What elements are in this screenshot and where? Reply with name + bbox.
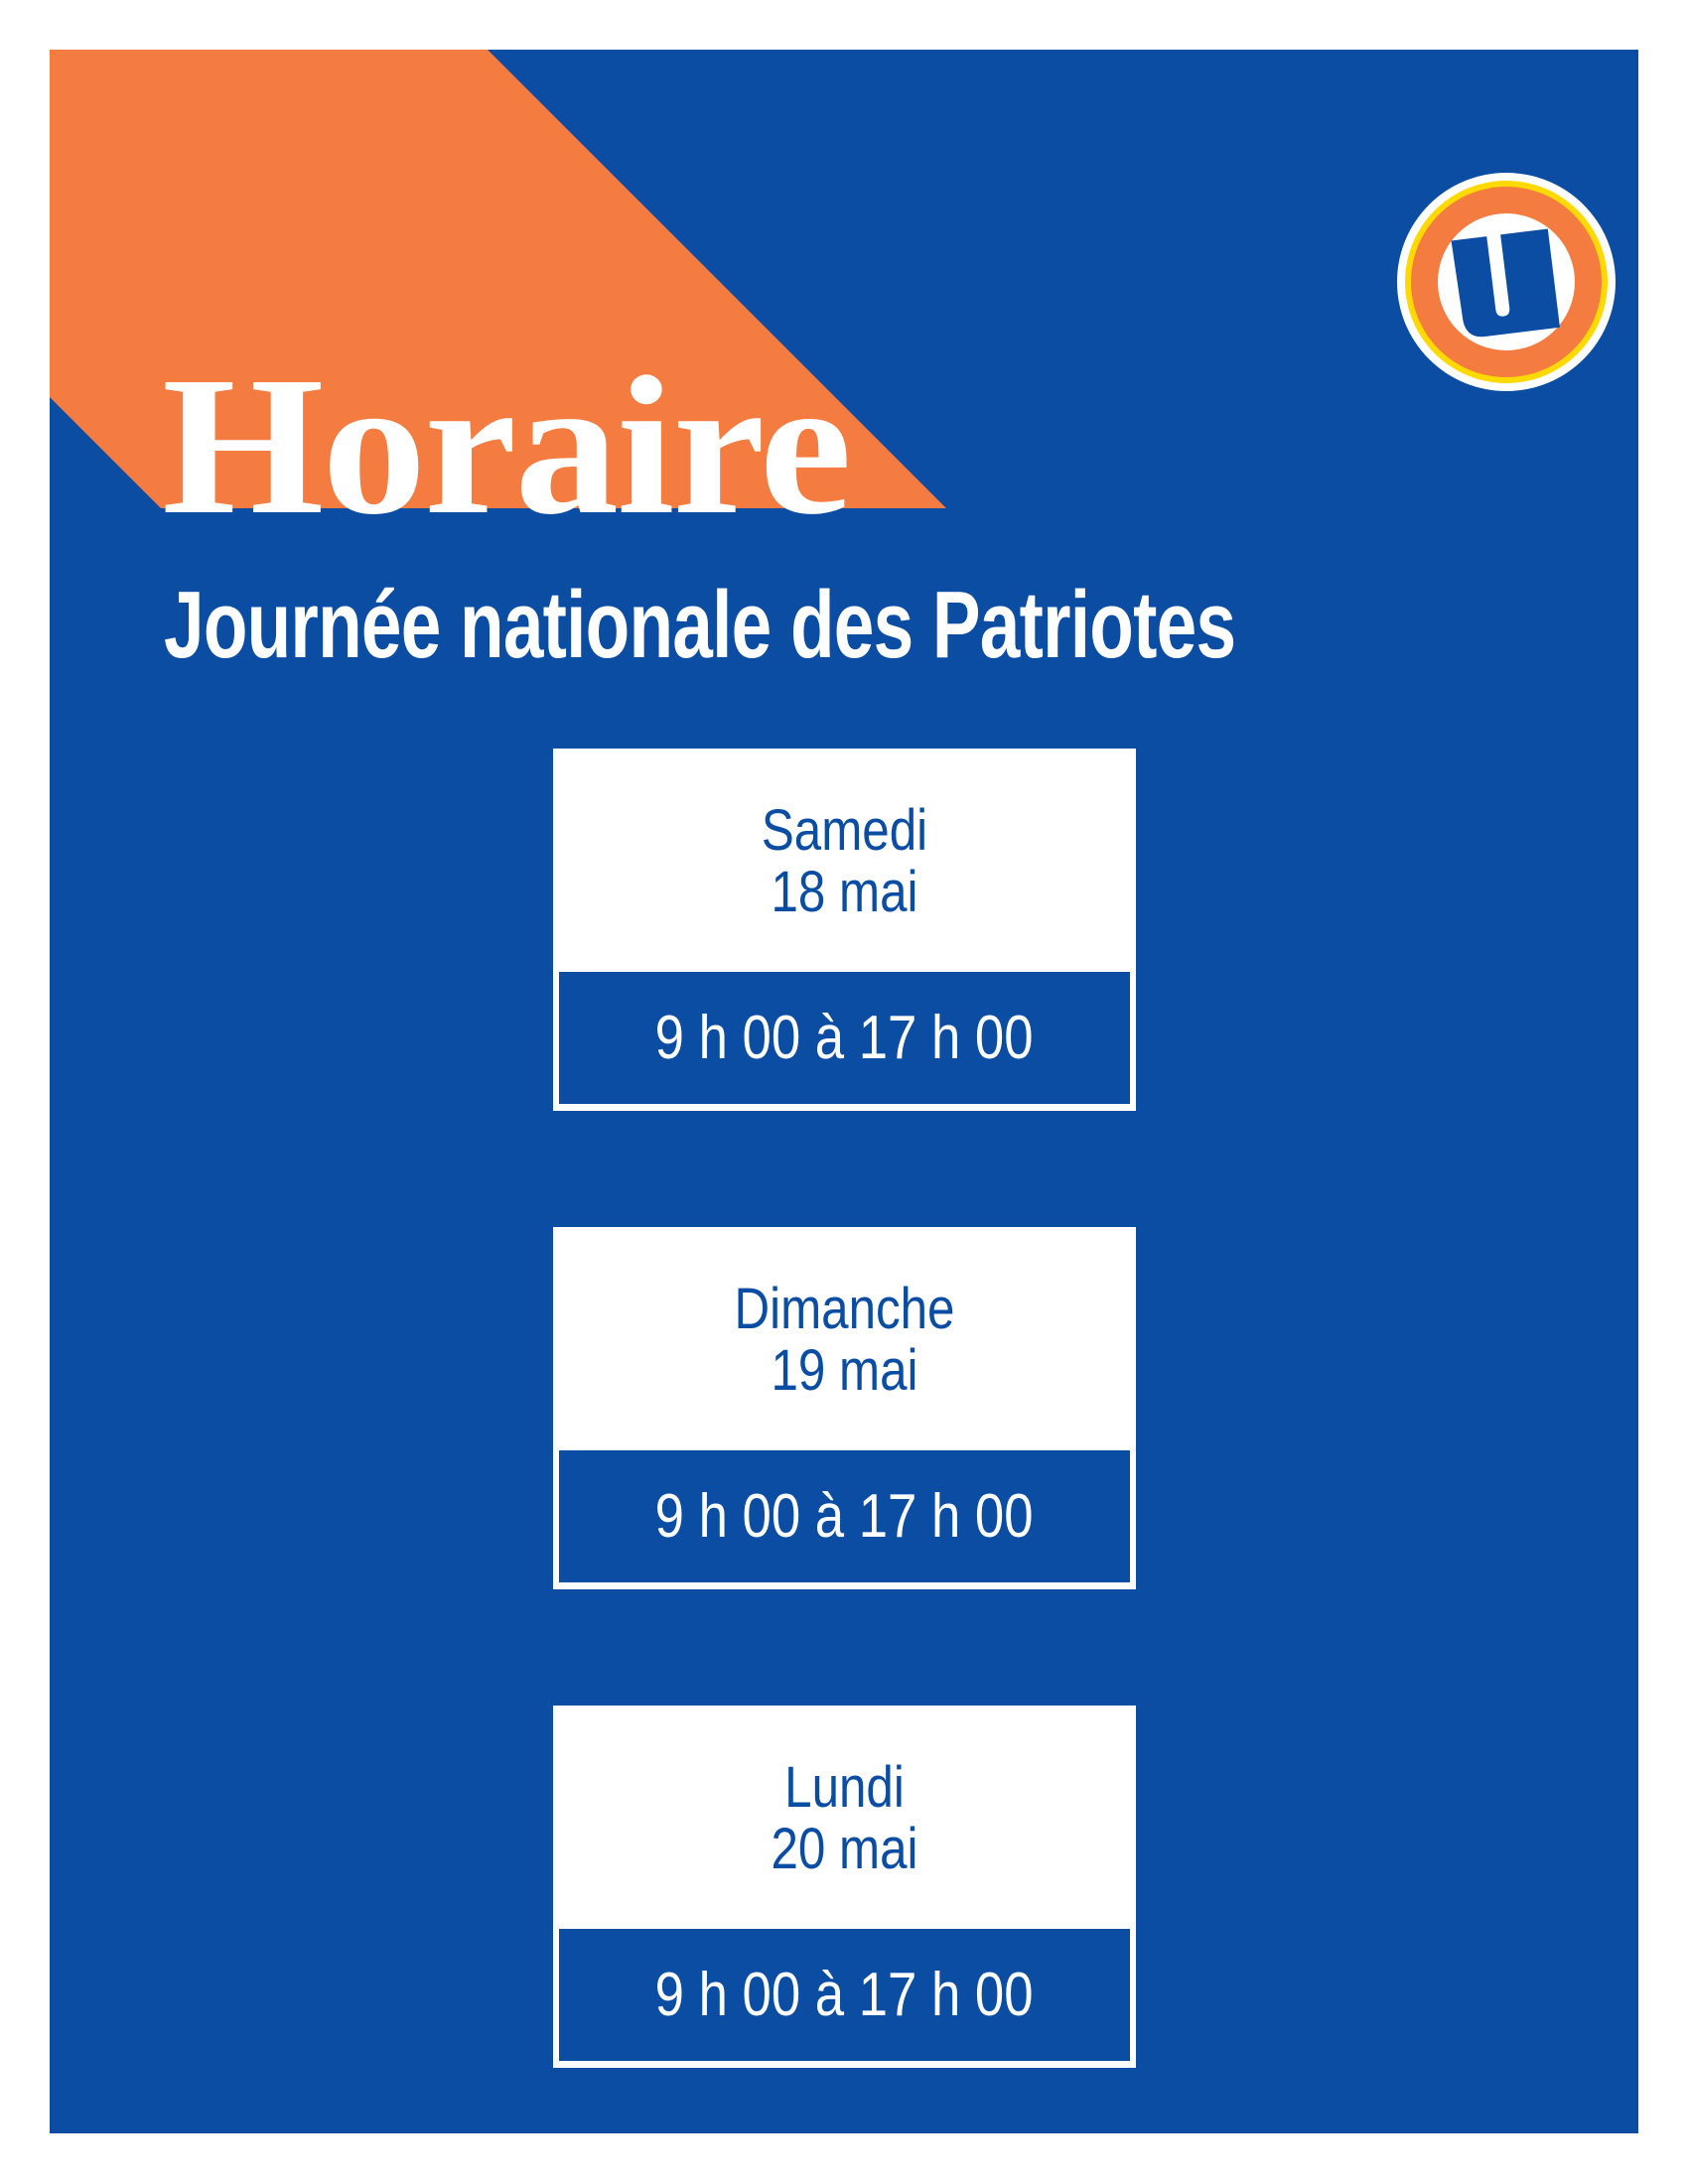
orange-diagonal-band [50,50,946,508]
hours-text: 9 h 00 à 17 h 00 [655,1961,1034,2029]
day-label: Lundi 20 mai [597,1757,1092,1880]
hours-bar: 9 h 00 à 17 h 00 [559,1450,1130,1582]
page-subtitle: Journée nationale des Patriotes [164,572,1236,678]
poster-panel: Horaire Journée nationale des Patriotes … [50,50,1638,2133]
schedule-card-saturday: Samedi 18 mai 9 h 00 à 17 h 00 [553,749,1136,1111]
schedule-card-monday: Lundi 20 mai 9 h 00 à 17 h 00 [553,1706,1136,2068]
page-title: Horaire [162,337,852,556]
u-logo-icon [1397,173,1616,391]
day-name: Dimanche [734,1277,955,1341]
hours-bar: 9 h 00 à 17 h 00 [559,972,1130,1104]
schedule-card-sunday: Dimanche 19 mai 9 h 00 à 17 h 00 [553,1227,1136,1589]
day-name: Lundi [784,1755,905,1820]
day-label: Dimanche 19 mai [597,1279,1092,1402]
day-label: Samedi 18 mai [597,800,1092,923]
hours-bar: 9 h 00 à 17 h 00 [559,1929,1130,2061]
day-name: Samedi [761,798,928,863]
hours-text: 9 h 00 à 17 h 00 [655,1004,1034,1072]
day-date: 20 mai [771,1817,918,1881]
day-date: 18 mai [771,860,918,924]
day-date: 19 mai [771,1338,918,1403]
hours-text: 9 h 00 à 17 h 00 [655,1482,1034,1551]
